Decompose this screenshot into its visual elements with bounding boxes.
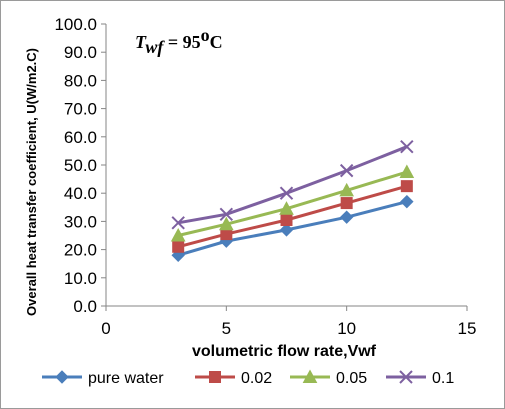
axes: 0.0 10.0 20.0 30.0 40.0 50.0 60.0 70.0 80.0 90.0 1… [54, 15, 476, 338]
y-tick-label: 60.0 [64, 128, 97, 147]
x-marker-stroke [399, 370, 413, 384]
annotation-equals: = 95 [163, 32, 200, 52]
annotation-symbol: T [135, 32, 147, 52]
x-tick-label: 10 [337, 319, 356, 338]
annotation-unit: C [210, 32, 223, 52]
y-tick-label: 0.0 [73, 297, 97, 316]
data-point-0-02 [340, 197, 353, 210]
y-tick-label: 40.0 [64, 184, 97, 203]
y-tick-label: 30.0 [64, 212, 97, 231]
legend-item-0-05: 0.05 [290, 369, 367, 387]
x-marker-stroke [279, 186, 294, 200]
legend-marker [399, 370, 413, 384]
data-point-0-02 [172, 240, 185, 253]
y-tick-label: 70.0 [64, 100, 97, 119]
data-point-0-05 [170, 227, 186, 242]
x-tick-label: 15 [458, 319, 477, 338]
data-point-0-1 [279, 186, 294, 200]
x-axis-label: volumetric flow rate,Vwf [192, 343, 377, 360]
annotation-subscript: wf [145, 37, 165, 57]
x-marker-stroke [339, 163, 354, 178]
data-point-0-05 [218, 216, 234, 231]
data-point-pure-water [339, 210, 354, 224]
data-point-0-1 [339, 163, 354, 178]
legend-marker [209, 371, 221, 383]
x-marker-stroke [400, 139, 414, 154]
legend-label: 0.02 [241, 370, 272, 387]
data-point-0-05 [279, 201, 294, 215]
annotation-superscript: o [201, 25, 210, 45]
x-marker-stroke [219, 207, 234, 222]
data-point-0-1 [400, 139, 414, 154]
data-point-0-1 [171, 216, 185, 230]
series-line-0-05 [177, 170, 408, 237]
data-point-0-02 [400, 180, 413, 193]
y-tick-label: 10.0 [64, 269, 97, 288]
legend-item-0-1: 0.1 [386, 370, 454, 387]
legend-marker [55, 370, 69, 384]
legend-item-pure-water: pure water [42, 370, 164, 387]
data-point-0-1 [219, 207, 234, 222]
temperature-annotation: Twf = 95oC [135, 25, 223, 57]
series-0-1 [171, 139, 414, 230]
x-marker-stroke [171, 216, 185, 230]
x-tick-label: 0 [101, 319, 110, 338]
y-tick-label: 20.0 [64, 241, 97, 260]
series-0-05 [170, 164, 415, 242]
legend: pure water 0.02 0.05 0.1 [42, 369, 454, 387]
x-tick-label: 5 [222, 319, 231, 338]
legend-item-0-02: 0.02 [195, 370, 272, 387]
legend-label: pure water [88, 370, 164, 387]
y-tick-label: 80.0 [64, 71, 97, 90]
data-point-pure-water [279, 223, 294, 237]
data-point-0-02 [220, 228, 233, 241]
legend-marker [302, 369, 318, 383]
legend-label: 0.1 [432, 370, 454, 387]
y-tick-label: 100.0 [54, 15, 97, 34]
data-point-0-02 [280, 213, 293, 226]
data-point-pure-water [400, 194, 414, 209]
y-tick-label: 90.0 [64, 43, 97, 62]
data-point-0-05 [339, 182, 355, 197]
legend-label: 0.05 [336, 370, 367, 387]
y-axis-label: Overall heat transfer coefficient, U(W/m… [24, 48, 39, 316]
y-tick-label: 50.0 [64, 156, 97, 175]
series-layer [170, 139, 415, 262]
data-point-0-05 [399, 164, 415, 179]
